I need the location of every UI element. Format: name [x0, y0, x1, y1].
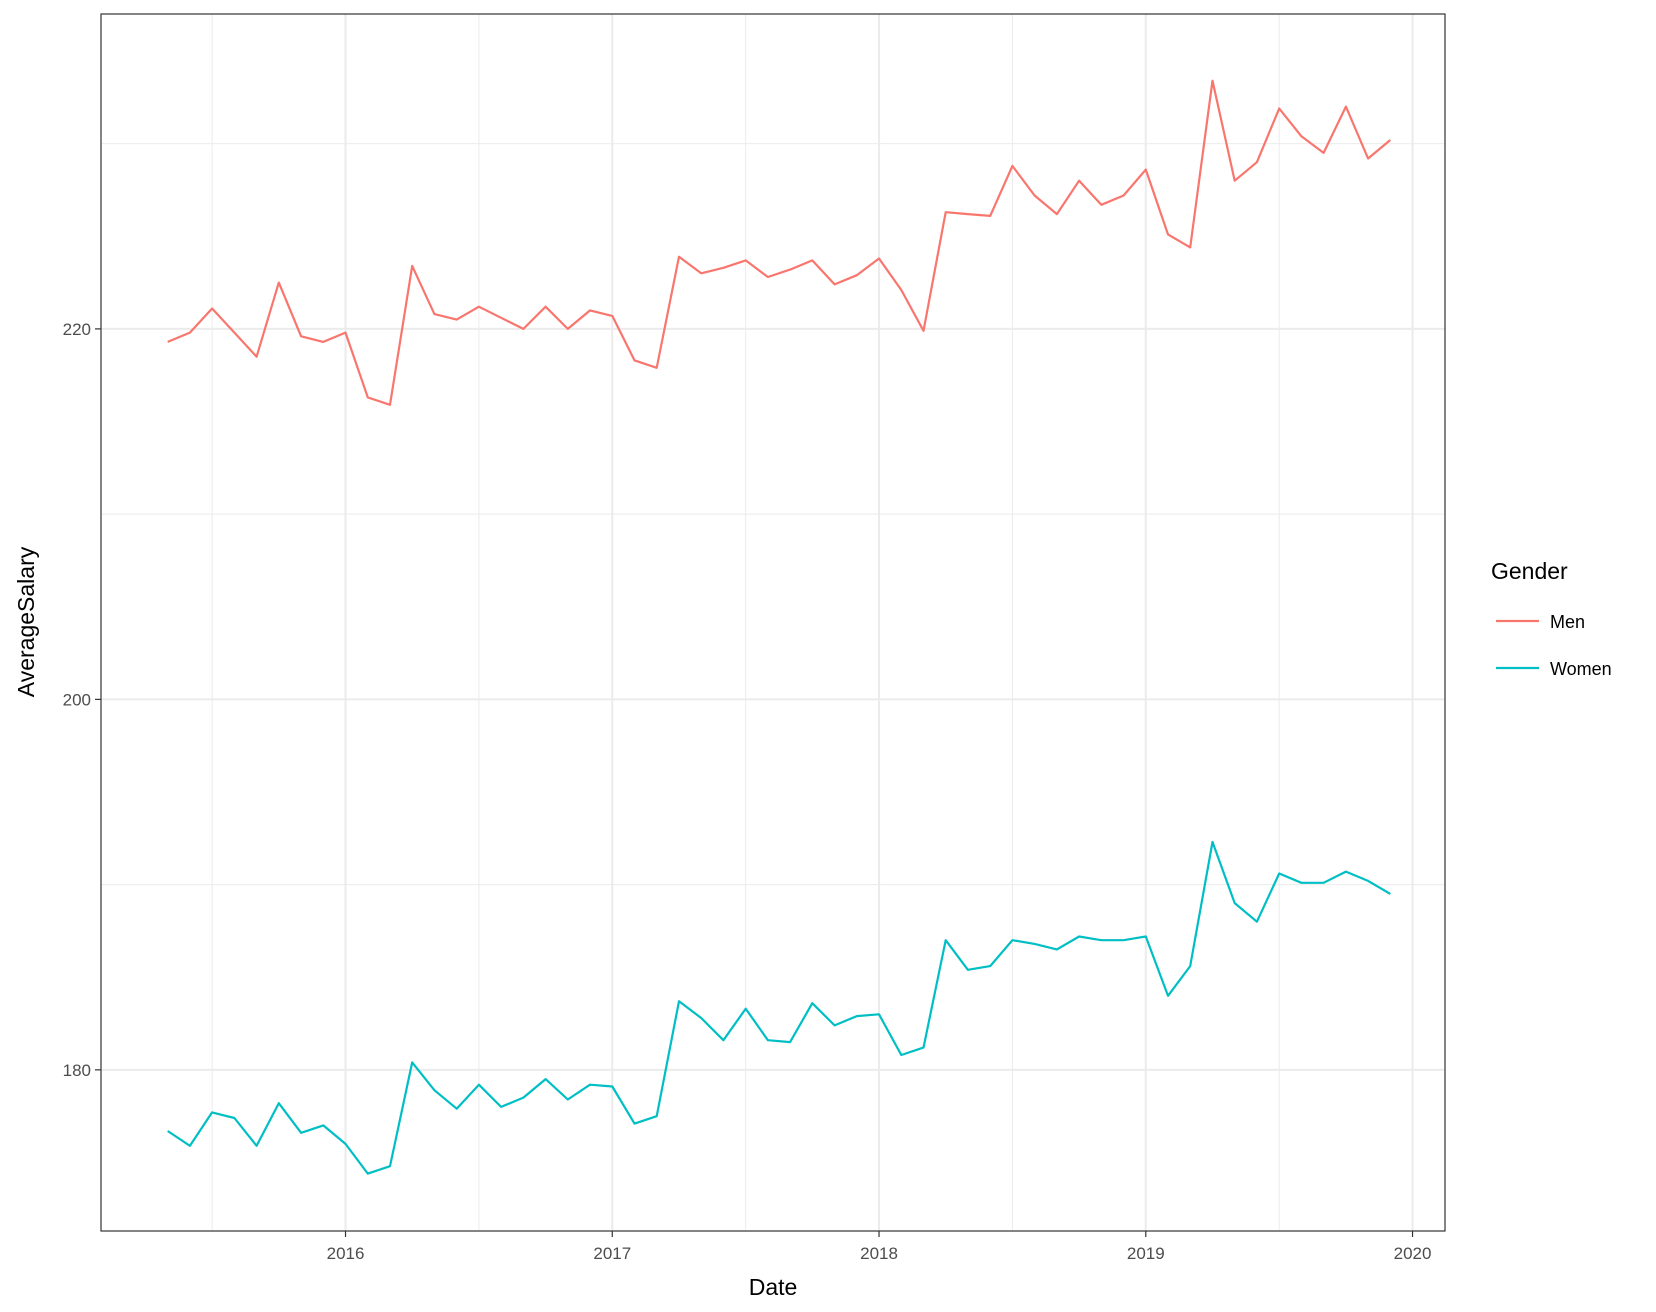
x-axis: 2016 2017 2018 2019 2020 [327, 1231, 1432, 1263]
y-axis-title: AverageSalary [13, 546, 39, 697]
legend-title: Gender [1491, 558, 1568, 584]
legend-label-women: Women [1550, 659, 1612, 679]
legend-item-men: Men [1496, 612, 1585, 632]
y-tick-label: 180 [63, 1061, 91, 1080]
series-lines [167, 79, 1392, 1175]
x-tick-label: 2019 [1127, 1244, 1165, 1263]
y-tick-label: 220 [63, 320, 91, 339]
plot-panel-background [101, 14, 1445, 1231]
series-line-women [167, 840, 1391, 1175]
x-tick-label: 2016 [327, 1244, 365, 1263]
legend-label-men: Men [1550, 612, 1585, 632]
x-axis-title: Date [749, 1274, 798, 1300]
y-tick-label: 200 [63, 690, 91, 709]
x-tick-label: 2018 [860, 1244, 898, 1263]
x-tick-label: 2020 [1394, 1244, 1432, 1263]
series-line-men [167, 79, 1392, 406]
legend: Gender Men Women [1491, 558, 1612, 679]
x-tick-label: 2017 [593, 1244, 631, 1263]
plot-panel-border [100, 13, 1446, 1232]
y-axis: 180 200 220 [63, 320, 101, 1080]
major-gridlines [101, 14, 1445, 1231]
minor-gridlines [101, 14, 1445, 1231]
legend-item-women: Women [1496, 659, 1612, 679]
